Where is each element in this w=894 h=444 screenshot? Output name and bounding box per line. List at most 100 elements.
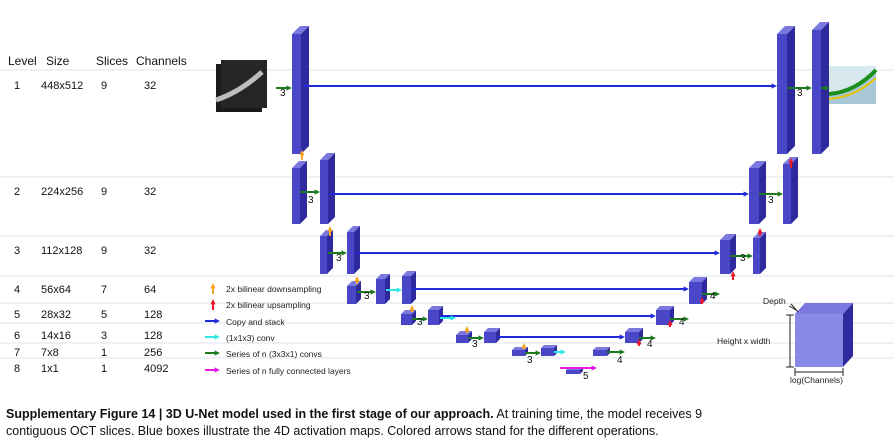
caption-text-1: At training time, the model receives 9 bbox=[493, 407, 703, 421]
encoder-block-3b bbox=[347, 232, 354, 274]
row-size: 56x64 bbox=[41, 284, 71, 296]
row-slices: 9 bbox=[101, 245, 108, 257]
encoder-block-3b-top bbox=[347, 226, 360, 232]
encoder-block-7b-top bbox=[541, 345, 557, 348]
encoder-block-7b bbox=[541, 348, 554, 356]
red-arrow-icon-head bbox=[210, 299, 216, 305]
encoder-block-3b-side bbox=[354, 226, 360, 274]
segmentation-layer-2 bbox=[828, 77, 877, 100]
fully-connected-arrow-head bbox=[591, 365, 597, 371]
conv-arrow-11-head bbox=[714, 291, 720, 297]
block-label: 3 bbox=[364, 291, 370, 302]
downsample-arrow-2-head bbox=[327, 226, 333, 232]
encoder-block-2b bbox=[320, 160, 328, 224]
row-level: 2 bbox=[14, 186, 21, 198]
conv-1x1x3-arrow-3-head bbox=[560, 349, 566, 355]
row-slices: 5 bbox=[101, 309, 108, 321]
oct-retina-band bbox=[215, 70, 264, 103]
green-arrow-icon-head bbox=[214, 350, 220, 356]
row-size: 7x8 bbox=[41, 347, 59, 359]
conv-arrow-1-head bbox=[286, 85, 292, 91]
block-label: 3 bbox=[336, 253, 342, 264]
conv-arrow-2-head bbox=[314, 189, 320, 195]
decoder-block-2b bbox=[783, 164, 791, 224]
row-size: 28x32 bbox=[41, 309, 71, 321]
decoder-block-2a-top bbox=[749, 161, 766, 168]
encoder-block-6b-side bbox=[496, 328, 500, 343]
row-size: 14x16 bbox=[41, 330, 71, 342]
dim-depth-label: Depth bbox=[763, 296, 786, 306]
bottleneck-block-b-top bbox=[593, 347, 610, 350]
conv-arrow-3-head bbox=[341, 250, 347, 256]
block-label: 3 bbox=[740, 253, 746, 264]
block-label: 5 bbox=[583, 371, 589, 382]
upsample-arrow-6-head bbox=[788, 158, 794, 164]
decoder-block-3b-side bbox=[760, 232, 766, 274]
header-level: Level bbox=[8, 54, 37, 68]
conv-arrow-5-head bbox=[422, 316, 428, 322]
encoder-block-6a bbox=[456, 335, 468, 343]
dims-hw-bracket bbox=[786, 314, 794, 368]
decoder-block-6 bbox=[625, 332, 639, 343]
encoder-block-4b-top bbox=[376, 274, 390, 279]
row-channels: 4092 bbox=[144, 363, 169, 375]
conv-arrow-8-head bbox=[619, 349, 625, 355]
encoder-block-4b bbox=[376, 279, 385, 304]
row-slices: 3 bbox=[101, 330, 108, 342]
row-level: 7 bbox=[14, 347, 21, 359]
encoder-block-4c-top bbox=[402, 271, 416, 276]
conv-arrow-13-head bbox=[777, 191, 783, 197]
row-level: 8 bbox=[14, 363, 21, 375]
conv-arrow-6-head bbox=[478, 335, 484, 341]
decoder-block-3b bbox=[753, 238, 760, 274]
row-level: 1 bbox=[14, 80, 21, 92]
row-level: 6 bbox=[14, 330, 21, 342]
decoder-block-3a bbox=[720, 240, 730, 274]
decoder-block-4 bbox=[689, 282, 702, 304]
row-channels: 128 bbox=[144, 309, 163, 321]
upsample-arrow-4-head bbox=[730, 271, 736, 277]
conv-arrow-14-head bbox=[806, 85, 812, 91]
block-label: 3 bbox=[308, 195, 314, 206]
copy-stack-arrow-3-head bbox=[714, 250, 720, 256]
block-label: 3 bbox=[417, 317, 423, 328]
encoder-block-1-side bbox=[301, 26, 309, 154]
decoder-block-1b-top bbox=[812, 22, 829, 30]
legend-convs-3x3x1: Series of n (3x3x1) convs bbox=[226, 349, 322, 359]
encoder-block-4a bbox=[347, 286, 356, 304]
copy-stack-arrow-4-head bbox=[683, 286, 689, 292]
copy-stack-arrow-5-head bbox=[650, 313, 656, 319]
legend-upsampling: 2x bilinear upsampling bbox=[226, 300, 311, 310]
row-size: 448x512 bbox=[41, 80, 84, 92]
caption-text-2: contiguous OCT slices. Blue boxes illust… bbox=[6, 424, 659, 438]
decoder-block-1a bbox=[777, 34, 787, 154]
downsample-arrow-4-head bbox=[409, 305, 415, 311]
row-level: 5 bbox=[14, 309, 21, 321]
caption-title: Supplementary Figure 14 | 3D U-Net model… bbox=[6, 407, 494, 421]
copy-stack-arrow-1-head bbox=[771, 83, 777, 89]
encoder-block-5a-side bbox=[412, 310, 416, 325]
row-channels: 32 bbox=[144, 186, 157, 198]
downsample-arrow-6-head bbox=[521, 343, 527, 349]
upsample-arrow-5-head bbox=[757, 228, 763, 234]
dims-cube-face bbox=[795, 314, 843, 367]
header-size: Size bbox=[46, 54, 70, 68]
encoder-block-6b-top bbox=[484, 328, 500, 332]
row-size: 112x128 bbox=[41, 245, 83, 257]
block-label: 3 bbox=[768, 195, 774, 206]
encoder-block-2a-top bbox=[292, 161, 307, 168]
block-label: 4 bbox=[617, 355, 623, 366]
row-channels: 32 bbox=[144, 80, 157, 92]
decoder-block-1a-top bbox=[777, 26, 795, 34]
segmentation-layer bbox=[828, 68, 878, 96]
blue-arrow-icon-head bbox=[214, 318, 220, 324]
conv-arrow-9-head bbox=[650, 335, 656, 341]
unet-diagram: Level Size Slices Channels 1 448x512 9 3… bbox=[0, 22, 894, 385]
decoder-block-1a-side bbox=[787, 26, 795, 154]
decoder-block-5-top bbox=[656, 306, 674, 310]
decoder-block-3a-side bbox=[730, 234, 736, 274]
encoder-block-7a bbox=[512, 350, 525, 356]
downsample-arrow-3-head bbox=[354, 276, 360, 282]
decoder-block-4-side bbox=[702, 277, 707, 304]
bottleneck-block-a bbox=[566, 370, 580, 374]
